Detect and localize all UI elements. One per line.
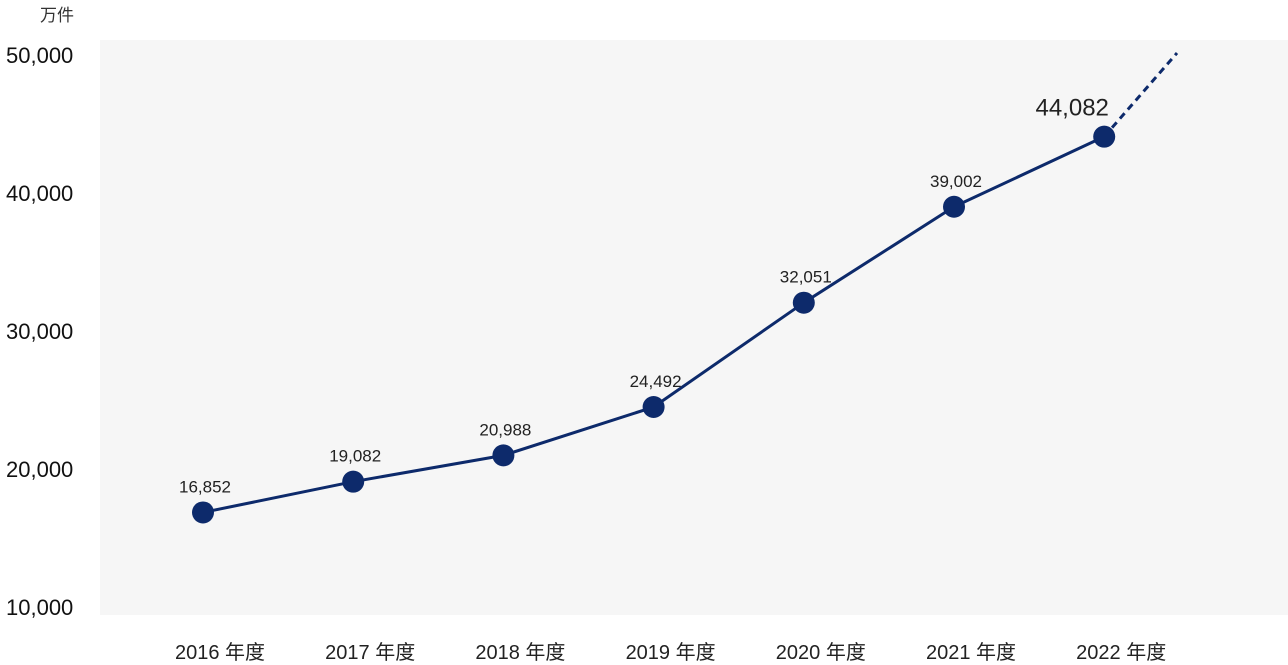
data-label: 19,082 (329, 447, 381, 466)
y-tick-label: 30,000 (6, 319, 73, 344)
data-label: 39,002 (930, 172, 982, 191)
data-points (192, 125, 1116, 524)
data-label: 32,051 (780, 268, 832, 287)
x-tick-label: 2017 年度 (325, 641, 415, 664)
data-point (492, 444, 515, 467)
data-point (342, 470, 365, 493)
data-point (943, 195, 965, 218)
y-tick-label: 10,000 (6, 595, 73, 620)
data-point (642, 396, 665, 419)
y-axis-ticks: 10,000 20,000 30,000 40,000 50,000 (6, 43, 73, 620)
x-tick-label: 2022 年度 (1076, 641, 1166, 664)
data-label: 16,852 (179, 477, 231, 496)
trend-extension-dashed (1103, 52, 1179, 138)
y-tick-label: 20,000 (6, 457, 73, 482)
x-tick-label: 2018 年度 (475, 641, 565, 664)
data-point (1093, 125, 1116, 148)
x-axis-ticks: 2016 年度 2017 年度 2018 年度 2019 年度 2020 年度 2021 … (175, 641, 1166, 664)
x-tick-label: 2021 年度 (926, 641, 1016, 664)
x-tick-label: 2020 年度 (776, 641, 866, 664)
y-axis-unit: 万件 (40, 6, 74, 25)
x-tick-label: 2016 年度 (175, 641, 265, 664)
data-point (792, 291, 815, 314)
data-label: 44,082 (1035, 95, 1108, 122)
data-label: 24,492 (630, 372, 682, 391)
x-tick-label: 2019 年度 (626, 641, 716, 664)
data-point (192, 501, 214, 524)
plot-area (100, 40, 1288, 615)
data-label: 20,988 (479, 420, 531, 439)
y-tick-label: 50,000 (6, 43, 73, 68)
data-labels: 16,852 19,082 20,988 24,492 32,051 39,002 44,0… (179, 95, 1109, 497)
y-tick-label: 40,000 (6, 181, 73, 206)
